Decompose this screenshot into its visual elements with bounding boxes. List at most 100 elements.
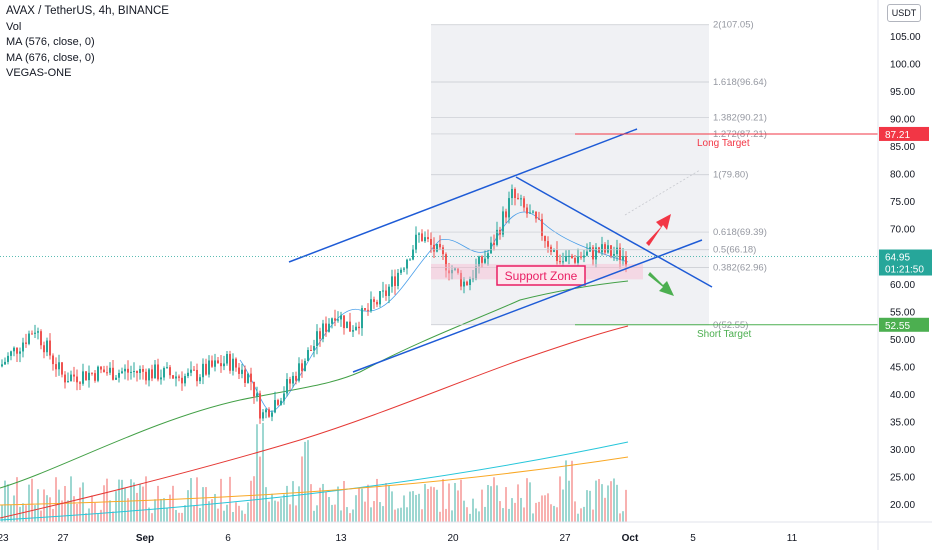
candle-body	[490, 242, 492, 254]
candle-body	[37, 331, 39, 333]
volume-bar	[595, 480, 597, 522]
volume-bar	[304, 441, 306, 522]
candle-body	[418, 233, 420, 235]
volume-bar	[193, 506, 195, 522]
candle-body	[265, 409, 267, 413]
support-zone-box	[496, 265, 586, 286]
candle-body	[46, 340, 48, 353]
volume-bar	[115, 491, 117, 522]
candle-body	[238, 367, 240, 374]
volume-bar	[370, 507, 372, 522]
volume-bar	[427, 488, 429, 522]
candle-body	[196, 369, 198, 382]
candle-body	[406, 259, 408, 269]
volume-bar	[349, 513, 351, 522]
candle-body	[34, 332, 36, 334]
volume-bar	[85, 513, 87, 522]
volume-bar	[457, 490, 459, 522]
support-zone-label: Support Zone	[505, 269, 578, 283]
candle-body	[550, 246, 552, 252]
volume-bar	[454, 482, 456, 522]
legend-item-ma676[interactable]: MA (676, close, 0)	[6, 51, 95, 64]
upper-channel-line	[288, 128, 638, 263]
currency-badge[interactable]: USDT	[887, 4, 921, 22]
x-tick-label: 13	[335, 533, 347, 544]
candle-body	[397, 272, 399, 287]
volume-bar	[61, 500, 63, 522]
y-tick-label: 85.00	[890, 142, 915, 153]
volume-bar	[301, 456, 303, 522]
volume-bar	[514, 502, 516, 522]
volume-bar	[256, 424, 258, 522]
volume-bar	[337, 486, 339, 522]
candle-body	[271, 412, 273, 417]
candle-body	[391, 276, 393, 287]
candle-body	[97, 366, 99, 381]
candle-body	[10, 351, 12, 356]
candle-body	[346, 321, 348, 329]
volume-bar	[214, 493, 216, 522]
symbol-title[interactable]: AVAX / TetherUS, 4h, BINANCE	[6, 5, 169, 17]
candle-body	[538, 218, 540, 220]
short-target-price-tag-bg	[879, 317, 929, 332]
volume-bar	[490, 486, 492, 522]
long-target-label: Long Target	[697, 138, 750, 149]
volume-bar	[382, 506, 384, 522]
candle-body	[439, 243, 441, 248]
candle-body	[295, 375, 297, 381]
candle-body	[394, 276, 396, 287]
candle-body	[571, 255, 573, 259]
candle-body	[229, 354, 231, 371]
volume-bar	[1, 504, 3, 522]
volume-bar	[229, 476, 231, 522]
volume-bar	[40, 510, 42, 522]
candle-body	[79, 382, 81, 384]
volume-bar	[571, 460, 573, 522]
volume-bar	[481, 489, 483, 522]
volume-bar	[211, 499, 213, 522]
candle-body	[172, 375, 174, 379]
volume-bar	[58, 489, 60, 522]
candle-body	[223, 363, 225, 367]
volume-bar	[331, 504, 333, 522]
current-price-tag: 01:21:50	[885, 265, 924, 276]
candle-body	[253, 381, 255, 397]
candle-body	[463, 281, 465, 287]
volume-bar	[604, 497, 606, 522]
volume-bar	[208, 501, 210, 522]
volume-bar	[292, 481, 294, 522]
candle-body	[544, 235, 546, 242]
candle-body	[148, 369, 150, 381]
volume-bar	[526, 478, 528, 522]
y-tick-label: 75.00	[890, 197, 915, 208]
current-price-tag: 64.95	[885, 253, 910, 264]
x-tick-label: Oct	[622, 533, 639, 544]
fib-level-label: 2(107.05)	[713, 20, 754, 31]
volume-bar	[13, 495, 15, 522]
y-tick-label: 100.00	[890, 60, 921, 71]
volume-bar	[160, 498, 162, 522]
volume-bar	[112, 511, 114, 522]
candle-body	[493, 242, 495, 245]
candle-body	[451, 269, 453, 274]
volume-bar	[613, 478, 615, 522]
volume-bar	[442, 479, 444, 522]
candle-body	[484, 258, 486, 263]
drawing-tools: 2(107.05)1.618(96.64)1.382(90.21)1.272(8…	[0, 20, 878, 373]
legend-item-vegas[interactable]: VEGAS-ONE	[6, 67, 72, 79]
candle-body	[280, 400, 282, 405]
volume-bar	[379, 502, 381, 522]
candle-body	[520, 198, 522, 200]
volume-bar	[148, 507, 150, 522]
volume-bar	[298, 486, 300, 522]
ma-red-line	[0, 325, 629, 519]
candle-body	[610, 245, 612, 256]
volume-bar	[103, 485, 105, 522]
volume-bar	[91, 495, 93, 522]
volume-bar	[508, 508, 510, 522]
legend-item-ma576[interactable]: MA (576, close, 0)	[6, 36, 95, 48]
volume-ma-orange	[0, 456, 629, 506]
legend-item-vol[interactable]: Vol	[6, 20, 22, 33]
volume-bar	[406, 507, 408, 522]
